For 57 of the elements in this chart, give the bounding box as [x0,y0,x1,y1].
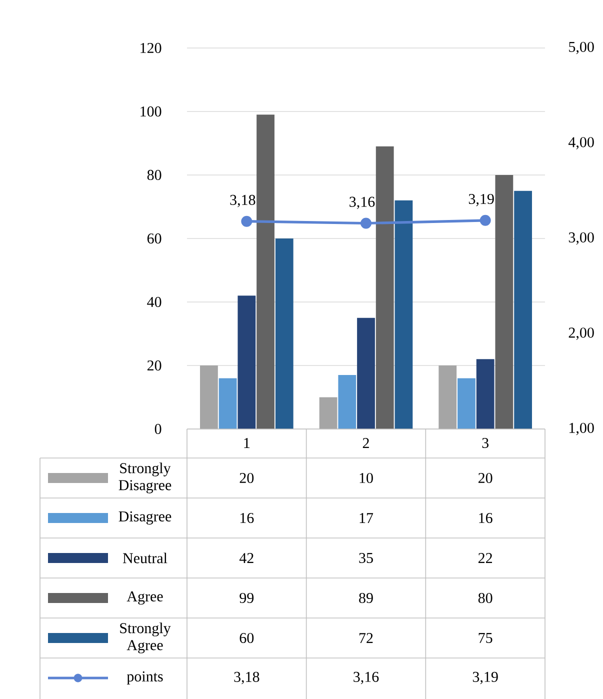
bar [238,296,256,429]
data-label: 99 [240,592,254,604]
x-tick-label: 2 [362,438,369,448]
y2-tick-label: 5,00 [569,42,594,54]
data-label: 72 [359,633,373,643]
data-label: 75 [478,633,492,643]
y-tick-label: 40 [147,296,162,308]
bar [514,190,532,429]
bar [256,114,274,429]
text: 3,18 [230,194,256,208]
data-label: 3,18 [234,672,260,684]
x-tick-label: 1 [244,438,250,448]
y-tick-label: 0 [154,424,162,434]
legend-label: points [126,671,163,685]
bar [218,378,237,429]
legend-label: Strongly Disagree [118,462,172,494]
data-label: 20 [240,472,254,484]
data-label: 16 [479,512,492,524]
data-label: 20 [478,472,492,484]
y2-tick-label: 3,00 [568,232,594,245]
text: 3,19 [468,194,494,206]
bar [319,397,338,429]
x-tick-label: 3 [482,438,489,448]
data-label: 42 [239,553,254,563]
data-label: 89 [359,592,373,604]
y-tick-label: 100 [140,106,162,117]
data-label: 60 [240,632,254,644]
data-label: 10 [360,472,373,484]
y-tick-label: 80 [147,170,162,180]
y-tick-label: 20 [147,360,162,371]
legend-label: Agree [126,591,163,605]
bar [394,200,413,429]
y2-tick-label: 1,00 [570,422,594,436]
y-tick-label: 60 [147,233,162,244]
bar [357,318,375,429]
bar [458,378,476,429]
bar [438,365,457,429]
data-label: 22 [478,553,492,563]
y2-tick-label: 4,00 [568,137,594,150]
text: 3,16 [350,196,375,210]
data-label: 16 [240,512,254,524]
y2-tick-label: 2,00 [568,328,594,340]
bar [376,146,394,429]
bar [495,174,514,429]
legend-label: Strongly Agree [120,622,171,654]
data-label: 80 [478,592,492,604]
bar [476,359,494,429]
bar [200,365,218,429]
bar [338,375,356,429]
data-label: 17 [360,513,374,523]
data-label: 35 [359,552,373,564]
legend-label: Disagree [118,511,172,525]
y-tick-label: 120 [140,42,162,54]
data-label: 3,16 [354,672,379,684]
data-label: 3,19 [472,672,498,684]
legend-label: Neutral [122,552,168,564]
bar [275,238,294,429]
